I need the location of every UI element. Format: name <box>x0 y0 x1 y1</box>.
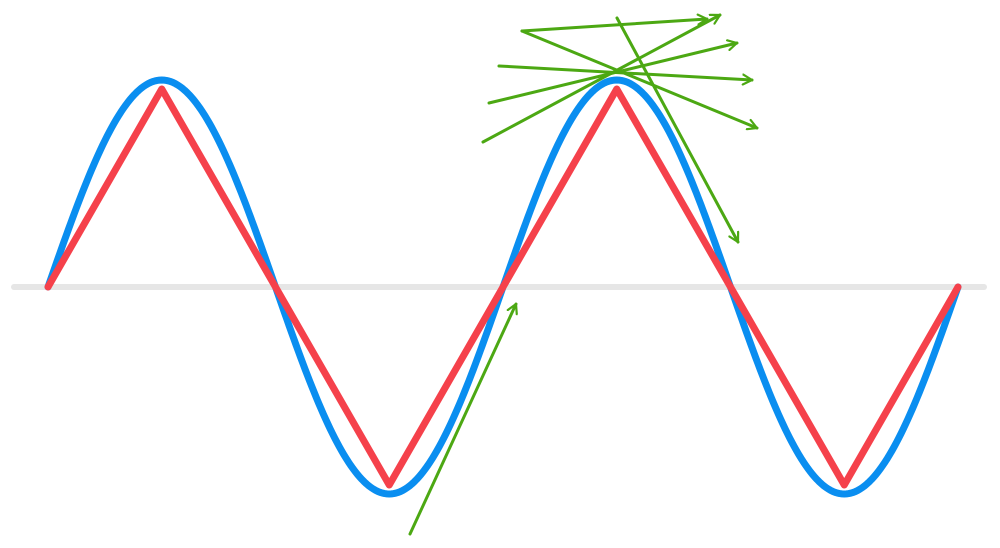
triangle-wave <box>44 85 962 489</box>
fan-arrow-6 <box>615 16 740 244</box>
fan-arrow-4 <box>481 13 722 144</box>
fan-arrow-5 <box>520 29 759 128</box>
arrow-fan <box>481 13 759 244</box>
fan-arrow-1 <box>520 19 709 33</box>
tangent-arrow <box>408 302 516 536</box>
tangent-arrow-group <box>408 302 516 536</box>
